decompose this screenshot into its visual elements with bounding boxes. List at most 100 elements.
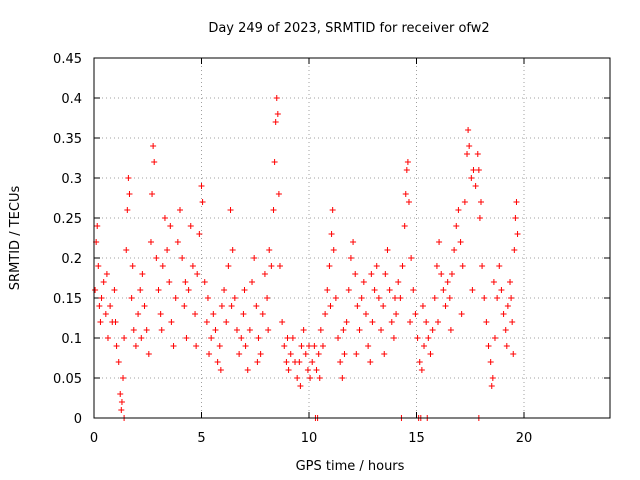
data-point	[164, 247, 171, 253]
data-point	[304, 367, 311, 373]
x-tick-label: 5	[197, 431, 205, 446]
data-point	[107, 303, 114, 309]
data-point	[322, 311, 329, 317]
data-point	[440, 287, 447, 293]
data-point	[151, 159, 158, 165]
data-point	[392, 295, 398, 301]
data-point	[198, 183, 205, 189]
data-point	[244, 367, 251, 373]
data-point	[403, 167, 410, 173]
data-point	[475, 167, 482, 173]
data-point	[341, 351, 348, 357]
data-point	[328, 231, 335, 237]
data-point	[487, 359, 494, 365]
data-point	[425, 335, 432, 341]
data-point	[380, 303, 387, 309]
data-point	[261, 271, 268, 277]
data-point	[264, 295, 271, 301]
data-point	[438, 271, 445, 277]
data-point	[479, 263, 486, 269]
data-point	[236, 351, 243, 357]
data-point	[313, 367, 320, 373]
data-point	[315, 351, 322, 357]
data-point	[488, 383, 495, 389]
data-point	[399, 263, 406, 269]
data-point	[166, 279, 173, 285]
data-point	[309, 359, 316, 365]
data-point	[240, 311, 247, 317]
data-point	[416, 359, 423, 365]
data-point	[408, 255, 415, 261]
x-axis-label: GPS time / hours	[296, 459, 405, 474]
data-point	[249, 279, 256, 285]
data-point	[117, 391, 124, 397]
data-point	[285, 367, 292, 373]
data-point	[272, 119, 279, 125]
data-point	[223, 319, 230, 325]
y-tick-label: 0.05	[53, 372, 82, 387]
data-point	[513, 199, 520, 205]
data-point	[296, 359, 303, 365]
data-point	[453, 223, 460, 229]
data-point	[294, 375, 301, 381]
data-point	[125, 175, 132, 181]
y-tick-label: 0.1	[61, 332, 82, 347]
x-tick-labels: 0 5 10 15 20	[90, 431, 532, 446]
data-point	[504, 303, 511, 309]
data-point	[129, 263, 136, 269]
data-point	[102, 311, 109, 317]
data-point	[352, 271, 359, 277]
data-point	[459, 263, 466, 269]
data-point	[384, 247, 391, 253]
data-point	[397, 295, 404, 301]
data-point	[356, 327, 363, 333]
data-point	[319, 343, 326, 349]
data-point	[199, 199, 206, 205]
y-tick-label: 0.2	[61, 252, 82, 267]
data-point	[468, 175, 475, 181]
data-point	[241, 287, 248, 293]
data-point	[212, 327, 219, 333]
data-point	[98, 295, 105, 301]
data-point	[329, 207, 336, 213]
data-point	[246, 327, 253, 333]
data-point	[300, 327, 307, 333]
data-point	[120, 375, 127, 381]
data-point	[124, 207, 131, 213]
data-point	[381, 351, 388, 357]
data-point	[306, 343, 312, 349]
data-point	[395, 279, 402, 285]
data-point	[496, 263, 503, 269]
data-point	[419, 303, 426, 309]
data-point	[451, 247, 458, 253]
data-point	[350, 239, 357, 245]
data-point	[444, 279, 451, 285]
data-point	[265, 327, 272, 333]
data-point	[485, 343, 492, 349]
data-point	[435, 319, 441, 325]
data-point	[362, 311, 369, 317]
data-point	[382, 271, 389, 277]
data-point	[185, 287, 192, 293]
axis-ticks	[93, 57, 610, 419]
data-point	[196, 231, 203, 237]
data-point	[192, 311, 199, 317]
data-point	[373, 263, 380, 269]
data-point	[476, 215, 483, 221]
data-point	[161, 215, 168, 221]
data-point	[498, 287, 505, 293]
y-tick-label: 0.35	[53, 132, 82, 147]
data-point	[297, 383, 304, 389]
y-tick-label: 0	[74, 412, 82, 427]
data-point	[121, 335, 128, 341]
data-point	[233, 327, 240, 333]
data-point	[96, 303, 103, 309]
data-point	[221, 287, 228, 293]
data-point	[378, 327, 385, 333]
x-tick-label: 20	[516, 431, 533, 446]
data-point	[412, 311, 419, 317]
data-point	[187, 223, 194, 229]
data-point	[298, 343, 305, 349]
data-point	[469, 287, 476, 293]
data-point	[218, 303, 225, 309]
